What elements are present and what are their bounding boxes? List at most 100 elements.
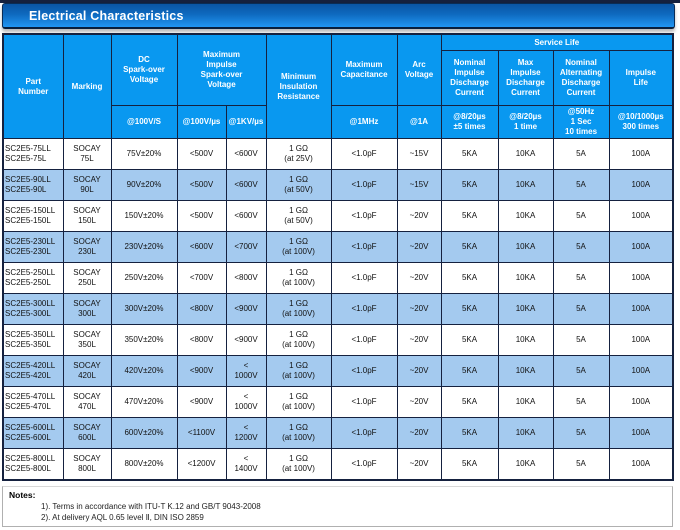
cell-arc: ~20V: [396, 324, 442, 356]
cell-impulse-100v: <500V: [176, 169, 227, 201]
cell-dc-sparkover: 250V±20%: [110, 262, 178, 294]
cell-alternating: 5A: [552, 448, 610, 481]
col-header-impulse-life: Impulse Life: [608, 50, 674, 106]
cell-nominal-impulse: 5KA: [440, 417, 499, 449]
notes-box: Notes: 1). Terms in accordance with ITU-…: [2, 486, 673, 527]
electrical-characteristics-table: Part Number Marking DC Spark-over Voltag…: [2, 33, 675, 481]
cell-alternating: 5A: [552, 324, 610, 356]
cell-nominal-impulse: 5KA: [440, 138, 499, 170]
cell-arc: ~20V: [396, 293, 442, 325]
table-row: SC2E5-250LL SC2E5-250L SOCAY 250L 250V±20%…: [2, 262, 674, 294]
cell-marking: SOCAY 250L: [62, 262, 112, 294]
cell-impulse-1kv: < 1400V: [225, 448, 267, 481]
cell-insulation: 1 GΩ (at 100V): [265, 293, 332, 325]
cell-max-impulse: 10KA: [497, 448, 554, 481]
table-row: SC2E5-470LL SC2E5-470L SOCAY 470L 470V±20%…: [2, 386, 674, 418]
subheader-nominal-impulse-condition: @8/20µs ±5 times: [440, 105, 499, 139]
cell-part-number: SC2E5-350LL SC2E5-350L: [2, 324, 64, 356]
table-row: SC2E5-300LL SC2E5-300L SOCAY 300L 300V±20%…: [2, 293, 674, 325]
col-header-max-impulse-sparkover-voltage: Maximum Impulse Spark-over Voltage: [176, 33, 267, 106]
cell-arc: ~20V: [396, 231, 442, 263]
cell-max-impulse: 10KA: [497, 324, 554, 356]
cell-capacitance: <1.0pF: [330, 169, 398, 201]
cell-insulation: 1 GΩ (at 50V): [265, 169, 332, 201]
cell-dc-sparkover: 800V±20%: [110, 448, 178, 481]
page-top-edge: [0, 0, 680, 3]
cell-dc-sparkover: 470V±20%: [110, 386, 178, 418]
cell-impulse-life: 100A: [608, 262, 674, 294]
cell-nominal-impulse: 5KA: [440, 169, 499, 201]
cell-capacitance: <1.0pF: [330, 386, 398, 418]
cell-capacitance: <1.0pF: [330, 231, 398, 263]
subheader-dc-sparkover-condition: @100V/S: [110, 105, 178, 139]
cell-dc-sparkover: 90V±20%: [110, 169, 178, 201]
cell-part-number: SC2E5-90LL SC2E5-90L: [2, 169, 64, 201]
cell-impulse-life: 100A: [608, 355, 674, 387]
cell-alternating: 5A: [552, 262, 610, 294]
cell-marking: SOCAY 350L: [62, 324, 112, 356]
cell-max-impulse: 10KA: [497, 386, 554, 418]
cell-insulation: 1 GΩ (at 100V): [265, 262, 332, 294]
cell-marking: SOCAY 420L: [62, 355, 112, 387]
cell-marking: SOCAY 90L: [62, 169, 112, 201]
table-body: SC2E5-75LL SC2E5-75L SOCAY 75L 75V±20% <500…: [2, 138, 674, 481]
cell-arc: ~20V: [396, 386, 442, 418]
cell-impulse-life: 100A: [608, 386, 674, 418]
cell-impulse-life: 100A: [608, 448, 674, 481]
cell-part-number: SC2E5-800LL SC2E5-800L: [2, 448, 64, 481]
cell-max-impulse: 10KA: [497, 231, 554, 263]
cell-impulse-1kv: <700V: [225, 231, 267, 263]
cell-max-impulse: 10KA: [497, 200, 554, 232]
col-header-nominal-alternating-discharge-current: Nominal Alternating Discharge Current: [552, 50, 610, 106]
cell-impulse-1kv: < 1000V: [225, 386, 267, 418]
cell-insulation: 1 GΩ (at 100V): [265, 324, 332, 356]
table-row: SC2E5-800LL SC2E5-800L SOCAY 800L 800V±20%…: [2, 448, 674, 481]
cell-capacitance: <1.0pF: [330, 293, 398, 325]
cell-arc: ~20V: [396, 355, 442, 387]
cell-capacitance: <1.0pF: [330, 324, 398, 356]
cell-max-impulse: 10KA: [497, 138, 554, 170]
cell-impulse-life: 100A: [608, 293, 674, 325]
subheader-impulse-1kv-condition: @1KV/µs: [225, 105, 267, 139]
cell-nominal-impulse: 5KA: [440, 262, 499, 294]
notes-label: Notes:: [9, 490, 36, 500]
cell-impulse-100v: <800V: [176, 293, 227, 325]
cell-max-impulse: 10KA: [497, 169, 554, 201]
subheader-capacitance-condition: @1MHz: [330, 105, 398, 139]
cell-impulse-life: 100A: [608, 417, 674, 449]
cell-impulse-100v: <500V: [176, 138, 227, 170]
cell-capacitance: <1.0pF: [330, 262, 398, 294]
cell-impulse-life: 100A: [608, 169, 674, 201]
cell-nominal-impulse: 5KA: [440, 386, 499, 418]
cell-impulse-1kv: <800V: [225, 262, 267, 294]
cell-nominal-impulse: 5KA: [440, 448, 499, 481]
subheader-nominal-alternating-condition: @50Hz 1 Sec 10 times: [552, 105, 610, 139]
col-header-dc-sparkover-voltage: DC Spark-over Voltage: [110, 33, 178, 106]
cell-arc: ~15V: [396, 169, 442, 201]
cell-impulse-100v: <800V: [176, 324, 227, 356]
header-row-2: Nominal Impulse Discharge Current Max Im…: [3, 50, 674, 106]
cell-dc-sparkover: 230V±20%: [110, 231, 178, 263]
cell-impulse-1kv: < 1200V: [225, 417, 267, 449]
col-header-max-capacitance: Maximum Capacitance: [330, 33, 398, 106]
note-line-2: 2). At delivery AQL 0.65 level Ⅱ, DIN IS…: [41, 513, 204, 522]
cell-impulse-100v: <1200V: [176, 448, 227, 481]
cell-alternating: 5A: [552, 355, 610, 387]
cell-dc-sparkover: 150V±20%: [110, 200, 178, 232]
cell-dc-sparkover: 600V±20%: [110, 417, 178, 449]
header-row-1: Part Number Marking DC Spark-over Voltag…: [2, 33, 674, 139]
cell-impulse-life: 100A: [608, 324, 674, 356]
cell-arc: ~20V: [396, 262, 442, 294]
cell-impulse-100v: <500V: [176, 200, 227, 232]
table-row: SC2E5-600LL SC2E5-600L SOCAY 600L 600V±20%…: [2, 417, 674, 449]
subheader-max-impulse-condition: @8/20µs 1 time: [497, 105, 554, 139]
section-title-bar: Electrical Characteristics: [2, 3, 675, 29]
cell-marking: SOCAY 470L: [62, 386, 112, 418]
cell-insulation: 1 GΩ (at 100V): [265, 231, 332, 263]
cell-capacitance: <1.0pF: [330, 138, 398, 170]
cell-impulse-life: 100A: [608, 231, 674, 263]
cell-impulse-1kv: <600V: [225, 169, 267, 201]
cell-alternating: 5A: [552, 169, 610, 201]
table-row: SC2E5-420LL SC2E5-420L SOCAY 420L 420V±20%…: [2, 355, 674, 387]
